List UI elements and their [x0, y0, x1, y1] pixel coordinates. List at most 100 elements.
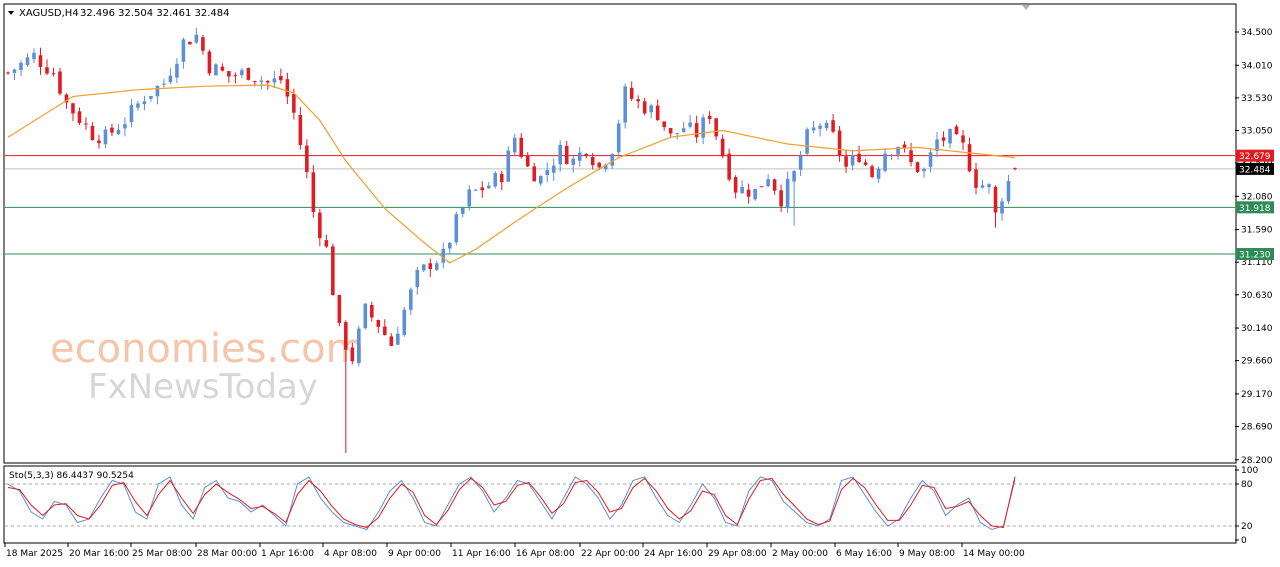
candle-body [38, 55, 43, 67]
watermark-economies: economies.com [50, 326, 365, 372]
candle-body [590, 157, 595, 166]
candle-body [279, 75, 283, 81]
candle-body [116, 129, 121, 135]
candle-body [584, 153, 588, 156]
candle-body [272, 78, 277, 83]
time-tick-label: 14 May 00:00 [963, 549, 1025, 559]
candle-body [1013, 168, 1017, 170]
candle-body [227, 71, 231, 77]
watermark-fxnewstoday: FxNewsToday [88, 367, 318, 407]
time-tick-label: 1 Apr 16:00 [261, 549, 314, 559]
candle-body [818, 125, 822, 129]
candle-body [149, 95, 153, 99]
candle-body [883, 153, 887, 171]
candle-body [772, 179, 777, 191]
candle-body [564, 145, 569, 165]
candle-body [467, 189, 472, 207]
price-line-tag-label: 32.679 [1239, 152, 1271, 162]
candle-body [974, 169, 978, 188]
candles [6, 27, 1017, 453]
candle-body [486, 185, 491, 189]
candle-body [84, 123, 88, 125]
candle-body [103, 129, 108, 145]
candle-body [545, 170, 550, 176]
candle-body [987, 184, 991, 188]
candle-body [857, 153, 861, 162]
candle-body [610, 154, 614, 166]
candle-body [558, 144, 563, 165]
time-tick-label: 25 Mar 08:00 [132, 549, 192, 559]
main-plot-frame [3, 3, 1237, 464]
candle-body [798, 155, 803, 170]
candle-body [428, 263, 433, 270]
time-tick-label: 22 Apr 00:00 [581, 549, 640, 559]
chart-shift-marker[interactable] [1022, 5, 1030, 10]
candle-body [233, 75, 238, 77]
candle-body [441, 248, 446, 263]
candle-body [240, 70, 244, 76]
candle-body [740, 187, 744, 194]
candle-body [629, 87, 634, 99]
candle-body [188, 41, 192, 45]
time-tick-label: 28 Mar 00:00 [197, 549, 257, 559]
time-tick-label: 29 Apr 08:00 [708, 549, 767, 559]
stochastic-tick-label: 0 [1241, 536, 1247, 546]
candle-body [19, 62, 23, 70]
candle-body [922, 168, 926, 172]
time-tick-label: 16 Apr 08:00 [516, 549, 575, 559]
candle-body [493, 173, 498, 187]
candle-body [792, 171, 796, 182]
price-line-tag [1236, 149, 1274, 162]
price-line-tag [1236, 248, 1274, 261]
candle-body [707, 115, 712, 120]
candle-body [194, 34, 199, 43]
candle-body [837, 130, 842, 156]
symbol-dropdown-icon[interactable] [8, 11, 14, 15]
candle-body [344, 322, 348, 350]
candle-body [902, 144, 907, 149]
candle-body [259, 80, 264, 83]
candle-body [844, 156, 848, 167]
stochastic-plot-frame [3, 465, 1237, 544]
stochastic-tick-label: 20 [1241, 522, 1253, 532]
candle-body [298, 115, 303, 146]
candle-body [311, 172, 316, 212]
candle-body [58, 71, 62, 94]
ma-line [7, 84, 1016, 264]
candle-body [889, 154, 894, 156]
price-tick-label: 34.010 [1241, 61, 1273, 71]
candle-body [1006, 181, 1011, 202]
candle-body [409, 289, 413, 310]
price-tick-label: 31.110 [1241, 258, 1273, 268]
candle-body [214, 64, 218, 76]
candle-body [642, 101, 647, 114]
candle-body [318, 212, 322, 239]
candle-body [766, 179, 770, 187]
candle-body [720, 138, 725, 157]
candle-body [337, 295, 342, 323]
time-tick-label: 9 Apr 00:00 [388, 549, 441, 559]
time-axis: 18 Mar 2025 20 Mar 16:00 25 Mar 08:00 28 Ma… [4, 543, 1025, 559]
candle-body [370, 305, 374, 318]
candle-body [6, 72, 10, 74]
candle-body [571, 158, 576, 165]
candle-body [90, 125, 95, 141]
candle-body [577, 152, 582, 161]
candle-body [935, 139, 939, 151]
candle-body [220, 66, 225, 71]
candle-body [376, 320, 381, 327]
candle-body [266, 80, 270, 83]
candle-body [675, 133, 679, 135]
candle-body [948, 129, 952, 144]
price-line-tag [1236, 162, 1274, 175]
price-line-tag-label: 31.230 [1239, 251, 1271, 261]
candle-body [831, 120, 835, 132]
candle-body [480, 187, 485, 191]
candle-body [662, 121, 666, 128]
candle-body [785, 178, 790, 208]
candle-body [110, 127, 114, 133]
candle-body [389, 336, 394, 346]
candle-body [97, 140, 101, 144]
candle-body [805, 129, 809, 154]
candle-body [305, 145, 309, 173]
